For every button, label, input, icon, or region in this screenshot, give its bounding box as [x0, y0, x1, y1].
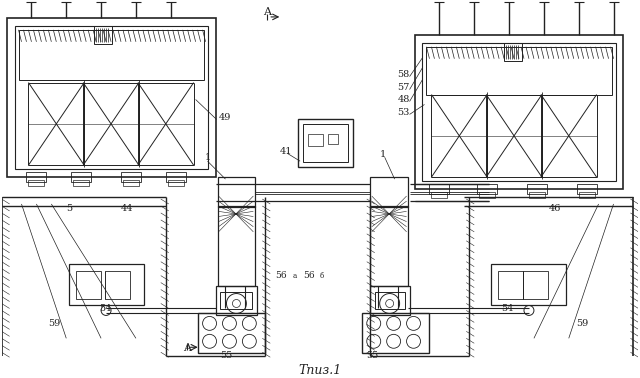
- Bar: [426, 47, 612, 94]
- Bar: [498, 271, 523, 299]
- Bar: [298, 119, 353, 167]
- Bar: [579, 192, 595, 198]
- Text: 59: 59: [576, 319, 588, 328]
- Bar: [69, 264, 144, 305]
- Text: 49: 49: [218, 113, 231, 122]
- Text: 59: 59: [49, 319, 61, 328]
- Bar: [303, 124, 348, 162]
- Bar: [370, 285, 410, 315]
- Text: 48: 48: [397, 95, 410, 104]
- Text: б: б: [320, 272, 324, 280]
- Text: 55: 55: [366, 351, 378, 360]
- Bar: [429, 184, 449, 194]
- Bar: [218, 206, 255, 285]
- Bar: [105, 271, 130, 299]
- Bar: [370, 206, 408, 285]
- Bar: [15, 26, 207, 169]
- Bar: [218, 177, 255, 207]
- Bar: [523, 271, 548, 299]
- Bar: [73, 180, 89, 186]
- Text: 54: 54: [501, 304, 513, 313]
- Text: 5: 5: [67, 204, 72, 214]
- Text: 56: 56: [275, 271, 287, 280]
- Text: 54: 54: [99, 304, 111, 313]
- Text: A: A: [182, 343, 191, 353]
- Text: 57: 57: [397, 83, 410, 92]
- Text: а: а: [292, 272, 296, 280]
- Bar: [529, 192, 545, 198]
- Text: 46: 46: [549, 204, 561, 214]
- Bar: [504, 43, 522, 61]
- Bar: [527, 184, 547, 194]
- Text: 1: 1: [204, 153, 211, 162]
- Text: A: A: [263, 7, 271, 17]
- Text: 41: 41: [280, 147, 292, 156]
- Bar: [28, 180, 44, 186]
- Bar: [221, 291, 252, 310]
- Bar: [168, 180, 184, 186]
- Bar: [123, 180, 139, 186]
- Bar: [121, 172, 141, 182]
- Bar: [94, 26, 112, 44]
- Bar: [6, 18, 216, 177]
- Bar: [577, 184, 596, 194]
- Bar: [198, 313, 265, 353]
- Text: 58: 58: [397, 70, 410, 79]
- Bar: [166, 172, 186, 182]
- Bar: [308, 134, 323, 146]
- Text: 44: 44: [121, 204, 134, 214]
- Bar: [431, 192, 447, 198]
- Bar: [479, 192, 495, 198]
- Bar: [362, 313, 429, 353]
- Bar: [477, 184, 497, 194]
- Text: 56: 56: [303, 271, 315, 280]
- Text: Τпиз.1: Τпиз.1: [298, 364, 342, 376]
- Text: 1: 1: [380, 150, 386, 159]
- Bar: [415, 35, 623, 189]
- Bar: [491, 264, 566, 305]
- Bar: [422, 43, 616, 181]
- Text: 55: 55: [221, 351, 233, 360]
- Bar: [19, 30, 204, 80]
- Bar: [76, 271, 101, 299]
- Bar: [26, 172, 46, 182]
- Bar: [328, 134, 338, 144]
- Bar: [370, 177, 408, 207]
- Bar: [216, 285, 257, 315]
- Bar: [375, 291, 404, 310]
- Text: 53: 53: [397, 108, 410, 117]
- Bar: [71, 172, 91, 182]
